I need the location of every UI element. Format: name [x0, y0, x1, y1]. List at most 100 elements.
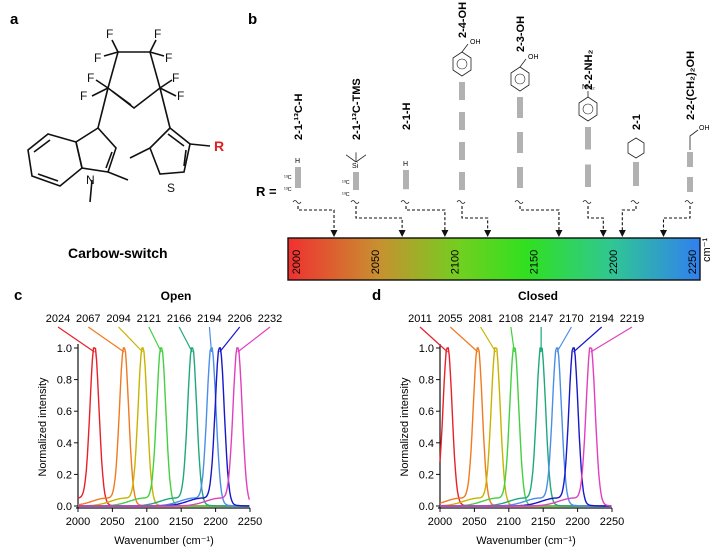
scale-tick-label: 2050: [370, 250, 382, 274]
r-equals-label: R =: [256, 184, 277, 199]
c13-label: ¹³C: [284, 175, 292, 181]
y-axis-label: Normalized intensity: [37, 377, 49, 477]
substituent-label: 2-1-H: [401, 102, 413, 130]
peak-connector: [178, 326, 193, 353]
arrowhead: [484, 230, 492, 237]
panel-a-caption: Carbow-switch: [68, 245, 168, 261]
scale-tick-label: 2200: [608, 250, 620, 274]
y-tick-label: 0.6: [57, 406, 72, 418]
oh-label: OH: [528, 54, 539, 61]
assignment-arrow: [355, 206, 403, 234]
si-label: Si: [352, 163, 359, 170]
x-tick-label: 2100: [497, 516, 521, 528]
series-line-2232: [78, 347, 250, 507]
substituent-1: 2-1-¹³C-TMS ¹³C ¹³C Si: [342, 78, 406, 237]
peak-label: 2011: [408, 313, 432, 325]
color-scale-ticks: 2000 2050 2100 2150 2200 2250: [291, 250, 699, 274]
x-axis-label: Wavenumber (cm⁻¹): [114, 535, 214, 547]
x-tick-label: 2250: [238, 516, 262, 528]
peak-connector: [148, 326, 162, 353]
substituent-label: 2-2-NH₂: [583, 50, 595, 90]
peak-connector: [449, 326, 479, 353]
scale-tick-label: 2100: [449, 250, 461, 274]
assignment-arrow: [405, 206, 446, 234]
peak-label: 2024: [46, 313, 70, 325]
assignment-arrow: [297, 206, 335, 234]
substituent-6: 2-1: [618, 114, 645, 237]
chart-title: Closed: [518, 289, 558, 303]
nh2-label: NH₂: [582, 84, 595, 91]
x-tick-label: 2150: [531, 516, 555, 528]
substituent-label: 2-4-OH: [457, 2, 469, 38]
peak-label: 2166: [167, 313, 191, 325]
peak-connector: [237, 326, 271, 353]
atom-f3: F: [154, 27, 161, 41]
substituent-label: 2-3-OH: [515, 16, 527, 52]
assignment-arrow: [587, 206, 604, 234]
chart-d: d Closed 0.0 0.2 0.4 0.6 0.8 1.0 2000 2050 2100 215…: [372, 287, 644, 547]
y-tick-label: 0.8: [419, 375, 434, 387]
scale-tick-label: 2150: [529, 250, 541, 274]
peak-label: 2055: [438, 313, 462, 325]
y-tick-label: 1.0: [57, 343, 72, 355]
panel-letter: c: [14, 287, 22, 304]
scale-tick-label: 2000: [291, 250, 303, 274]
atom-f5: F: [80, 89, 87, 103]
peak-label: 2194: [589, 313, 613, 325]
peak-connector: [510, 326, 515, 353]
assignment-arrow: [621, 206, 637, 234]
substituent-label: 2-2-(CH₂)₂OH: [685, 51, 697, 120]
y-axis-label: Normalized intensity: [399, 377, 411, 477]
peak-label: 2147: [529, 313, 553, 325]
y-tick-label: 0.0: [57, 501, 72, 513]
arrowhead: [659, 230, 667, 237]
x-tick-label: 2000: [428, 516, 452, 528]
arrowhead: [330, 230, 338, 237]
y-tick-label: 0.6: [419, 406, 434, 418]
color-scale-unit: cm⁻¹: [701, 238, 713, 262]
x-tick-label: 2100: [135, 516, 159, 528]
substituent-0: 2-1-¹³C-H H ¹³C ¹³C: [284, 94, 338, 237]
atom-r: R: [214, 138, 224, 154]
y-tick-label: 0.4: [57, 438, 72, 450]
panel-a-letter: a: [10, 11, 19, 28]
peak-label: 2232: [258, 313, 282, 325]
scale-tick-label: 2250: [687, 250, 699, 274]
structure-atoms: F F F F F F F F N S R: [80, 27, 224, 195]
atom-f6: F: [87, 71, 94, 85]
atom-s: S: [167, 181, 175, 195]
peak-label: 2170: [559, 313, 583, 325]
peak-label: 2081: [468, 313, 492, 325]
substituent-label: 2-1: [631, 114, 643, 130]
y-tick-label: 0.8: [57, 375, 72, 387]
oh-label: OH: [470, 39, 481, 46]
x-tick-label: 2250: [600, 516, 624, 528]
y-tick-label: 0.4: [419, 438, 434, 450]
atom-f2: F: [94, 51, 101, 65]
y-tick-label: 0.2: [57, 469, 72, 481]
carbow-switch-structure: [27, 39, 211, 203]
panel-letter: d: [372, 287, 381, 304]
substituent-list: 2-1-¹³C-H H ¹³C ¹³C 2-1-¹³C-TMS ¹³C ¹³C Si 2-1-H…: [284, 2, 710, 237]
assignment-arrow: [519, 206, 560, 234]
h-label: H: [295, 158, 300, 165]
h-label: H: [403, 161, 408, 168]
peak-connector: [208, 326, 213, 353]
x-tick-label: 2200: [565, 516, 589, 528]
x-tick-label: 2000: [66, 516, 90, 528]
atom-f4: F: [165, 51, 172, 65]
y-tick-label: 1.0: [419, 343, 434, 355]
chart-c: c Open 0.0 0.2 0.4 0.6 0.8 1.0 2000 2050 2100 2150 2…: [14, 287, 282, 547]
chart-title: Open: [161, 289, 192, 303]
peak-connector: [419, 326, 448, 353]
oh-label: OH: [699, 125, 710, 132]
arrowhead: [618, 230, 626, 237]
c13-label: ¹³C: [342, 192, 350, 198]
arrowhead: [599, 230, 607, 237]
substituent-label: 2-1-¹³C-H: [293, 94, 305, 140]
substituent-2: 2-1-H H: [400, 102, 449, 237]
arrowhead: [398, 230, 406, 237]
